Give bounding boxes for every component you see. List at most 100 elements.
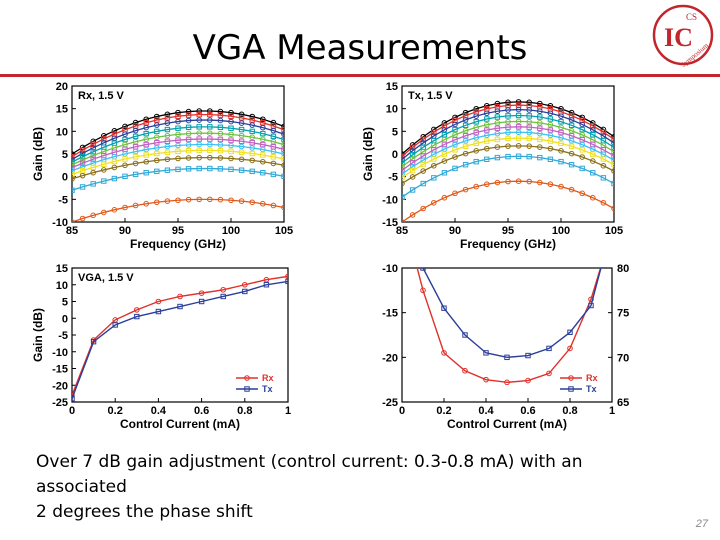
y-tick-label: 0 — [392, 149, 398, 161]
data-point — [402, 219, 405, 222]
data-point — [526, 143, 533, 149]
data-point — [90, 149, 96, 155]
y-tick-label: -10 — [382, 194, 398, 206]
data-point — [101, 161, 107, 167]
chart-vga: 0 0.2 0.4 0.6 0.8 1 -25 -20 -15 -10 -5 0 5 10 15 Contro… — [31, 263, 291, 431]
data-point — [402, 167, 405, 174]
data-point — [505, 143, 511, 149]
y-tick-label: 5 — [62, 297, 68, 309]
data-point — [143, 141, 149, 148]
data-point — [228, 197, 234, 204]
data-point — [494, 144, 501, 150]
data-point — [484, 121, 490, 128]
data-point — [122, 131, 128, 137]
data-point — [611, 157, 614, 163]
series-line-2 — [402, 108, 614, 160]
data-point — [249, 134, 255, 141]
data-point — [249, 122, 255, 128]
data-point — [111, 128, 118, 134]
data-point — [484, 102, 490, 109]
y-tick-label: 0 — [62, 313, 68, 325]
data-point — [590, 194, 596, 201]
data-point — [132, 133, 139, 140]
y-tick-label: 15 — [386, 81, 398, 93]
data-point — [270, 202, 277, 209]
data-point — [281, 162, 284, 169]
data-point — [72, 187, 75, 193]
series-line-10 — [402, 180, 614, 222]
series-line-4 — [72, 132, 284, 166]
data-point — [281, 131, 284, 137]
y2-tick-label: 75 — [617, 308, 629, 320]
data-point — [558, 158, 564, 165]
data-point — [515, 143, 522, 149]
series-line-tx — [422, 268, 602, 359]
data-point — [217, 112, 224, 118]
series-line-6 — [402, 131, 614, 175]
chart-tx: 85 90 95 100 105 -15 -10 -5 0 5 10 15 Frequency (GHz… — [361, 81, 623, 251]
data-point — [154, 122, 160, 128]
data-point — [112, 322, 118, 328]
data-point — [154, 128, 160, 135]
data-point — [175, 197, 181, 204]
data-point — [270, 148, 277, 155]
data-point — [483, 376, 489, 383]
data-point — [409, 156, 416, 162]
data-point — [567, 345, 573, 352]
data-point — [228, 118, 234, 125]
data-point — [185, 155, 192, 161]
data-point — [568, 133, 575, 139]
data-point — [143, 158, 149, 165]
data-point — [431, 199, 437, 206]
data-point — [154, 113, 160, 120]
data-point — [164, 126, 171, 133]
data-point — [402, 156, 405, 163]
data-point — [568, 117, 575, 123]
data-point — [568, 127, 575, 134]
data-point — [537, 125, 543, 131]
data-point — [185, 142, 192, 148]
data-point — [132, 127, 139, 134]
data-point — [281, 173, 284, 180]
data-point — [409, 212, 416, 218]
data-point — [249, 117, 255, 123]
y-tick-label: 10 — [386, 104, 398, 116]
plot-frame — [401, 267, 613, 403]
data-point — [420, 168, 427, 174]
caption: Over 7 dB gain adjustment (control curre… — [36, 450, 676, 525]
data-point — [154, 134, 160, 141]
data-point — [217, 130, 224, 137]
data-point — [473, 134, 480, 141]
data-point — [441, 194, 448, 201]
data-point — [238, 156, 245, 163]
x-axis-label: Control Current (mA) — [447, 417, 567, 431]
data-point — [155, 298, 162, 305]
data-point — [441, 123, 448, 129]
data-point — [72, 219, 75, 222]
data-point — [452, 126, 458, 133]
panel-title: Tx, 1.5 V — [408, 90, 453, 102]
data-point — [72, 151, 75, 157]
data-point — [175, 137, 181, 143]
data-point — [462, 367, 468, 374]
data-point — [420, 205, 427, 212]
data-point — [281, 141, 284, 148]
series-line-1 — [402, 104, 614, 157]
data-point — [220, 286, 226, 293]
data-point — [196, 154, 202, 161]
data-point — [420, 136, 426, 143]
data-point — [122, 204, 128, 211]
data-point — [220, 293, 226, 300]
data-point — [402, 160, 405, 166]
data-point — [175, 142, 181, 149]
data-point — [281, 136, 284, 143]
data-point — [281, 204, 284, 211]
data-point — [611, 140, 614, 146]
data-point — [558, 148, 564, 154]
data-point — [164, 132, 171, 139]
data-point — [484, 181, 490, 188]
data-point — [238, 143, 245, 150]
data-point — [526, 129, 533, 136]
y2-tick-label: 80 — [617, 263, 629, 275]
y-tick-label: -10 — [382, 263, 398, 275]
